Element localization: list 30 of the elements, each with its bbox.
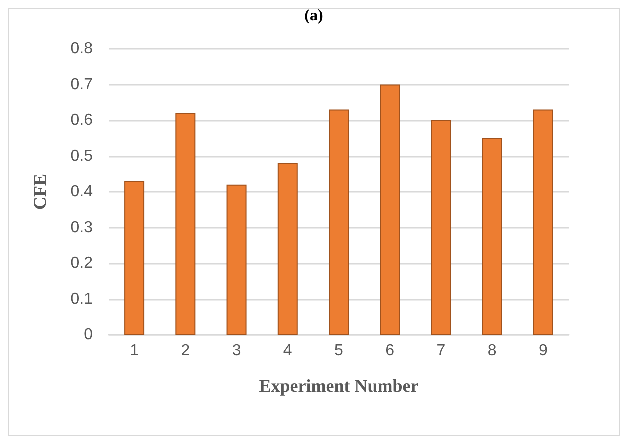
bar (533, 110, 554, 335)
bar (176, 113, 196, 335)
chart-title: (a) (304, 8, 324, 24)
x-tick-label: 2 (181, 342, 190, 360)
x-axis-title: Experiment Number (259, 376, 419, 396)
bar (482, 138, 502, 335)
y-tick-label: 0.3 (70, 219, 94, 236)
y-tick-label: 0.7 (70, 76, 94, 94)
bar (329, 110, 349, 335)
y-tick-label: 0.4 (70, 184, 94, 200)
y-tick-label: 0 (84, 326, 94, 344)
x-tick-label: 8 (488, 342, 497, 360)
bar (380, 84, 400, 335)
x-tick-label: 1 (130, 342, 140, 360)
y-tick-label: 0.2 (70, 255, 94, 272)
bar (226, 184, 247, 335)
y-tick-label: 0.6 (70, 112, 94, 129)
y-tick-label: 0.8 (70, 40, 94, 58)
x-tick-label: 4 (283, 342, 292, 360)
x-tick-label: 7 (436, 342, 446, 360)
y-tick-label: 0.1 (70, 290, 94, 308)
bar (124, 181, 145, 335)
y-axis-title: CFE (30, 174, 50, 210)
x-tick-label: 3 (232, 342, 242, 360)
x-tick-label: 5 (334, 342, 344, 360)
x-tick-label: 9 (538, 342, 548, 360)
bar (278, 163, 298, 335)
y-tick-label: 0.5 (70, 148, 94, 165)
x-tick-label: 6 (386, 342, 395, 360)
bar (431, 120, 452, 335)
